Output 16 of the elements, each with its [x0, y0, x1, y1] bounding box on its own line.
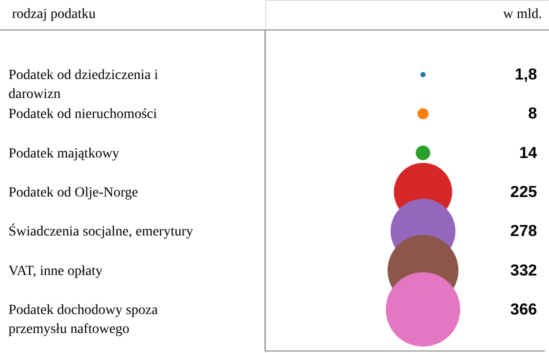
category-label: Podatek od Olje-Norge: [8, 186, 138, 200]
data-label: 366: [510, 301, 538, 318]
category-label: Świadczenia socjalne, emerytury: [8, 222, 194, 240]
data-label: 1,8: [514, 66, 538, 84]
category-label: Podatek majątkowy: [8, 146, 120, 162]
category-label: Podatek od nieruchomości: [8, 107, 158, 122]
data-label: 14: [519, 144, 538, 162]
data-label: 225: [510, 184, 538, 201]
category-label: Podatek dochodowy spoza przemysłu naftowego: [8, 302, 159, 337]
data-label: 278: [510, 223, 538, 240]
data-label: 332: [510, 262, 538, 280]
category-label: VAT, inne opłaty: [8, 264, 102, 279]
category-label: Podatek od dziedziczenia i darowizn: [8, 68, 158, 102]
text: w mld.: [503, 7, 542, 22]
data-label: 8: [528, 106, 538, 123]
text: rodzaj podatku: [12, 7, 96, 22]
